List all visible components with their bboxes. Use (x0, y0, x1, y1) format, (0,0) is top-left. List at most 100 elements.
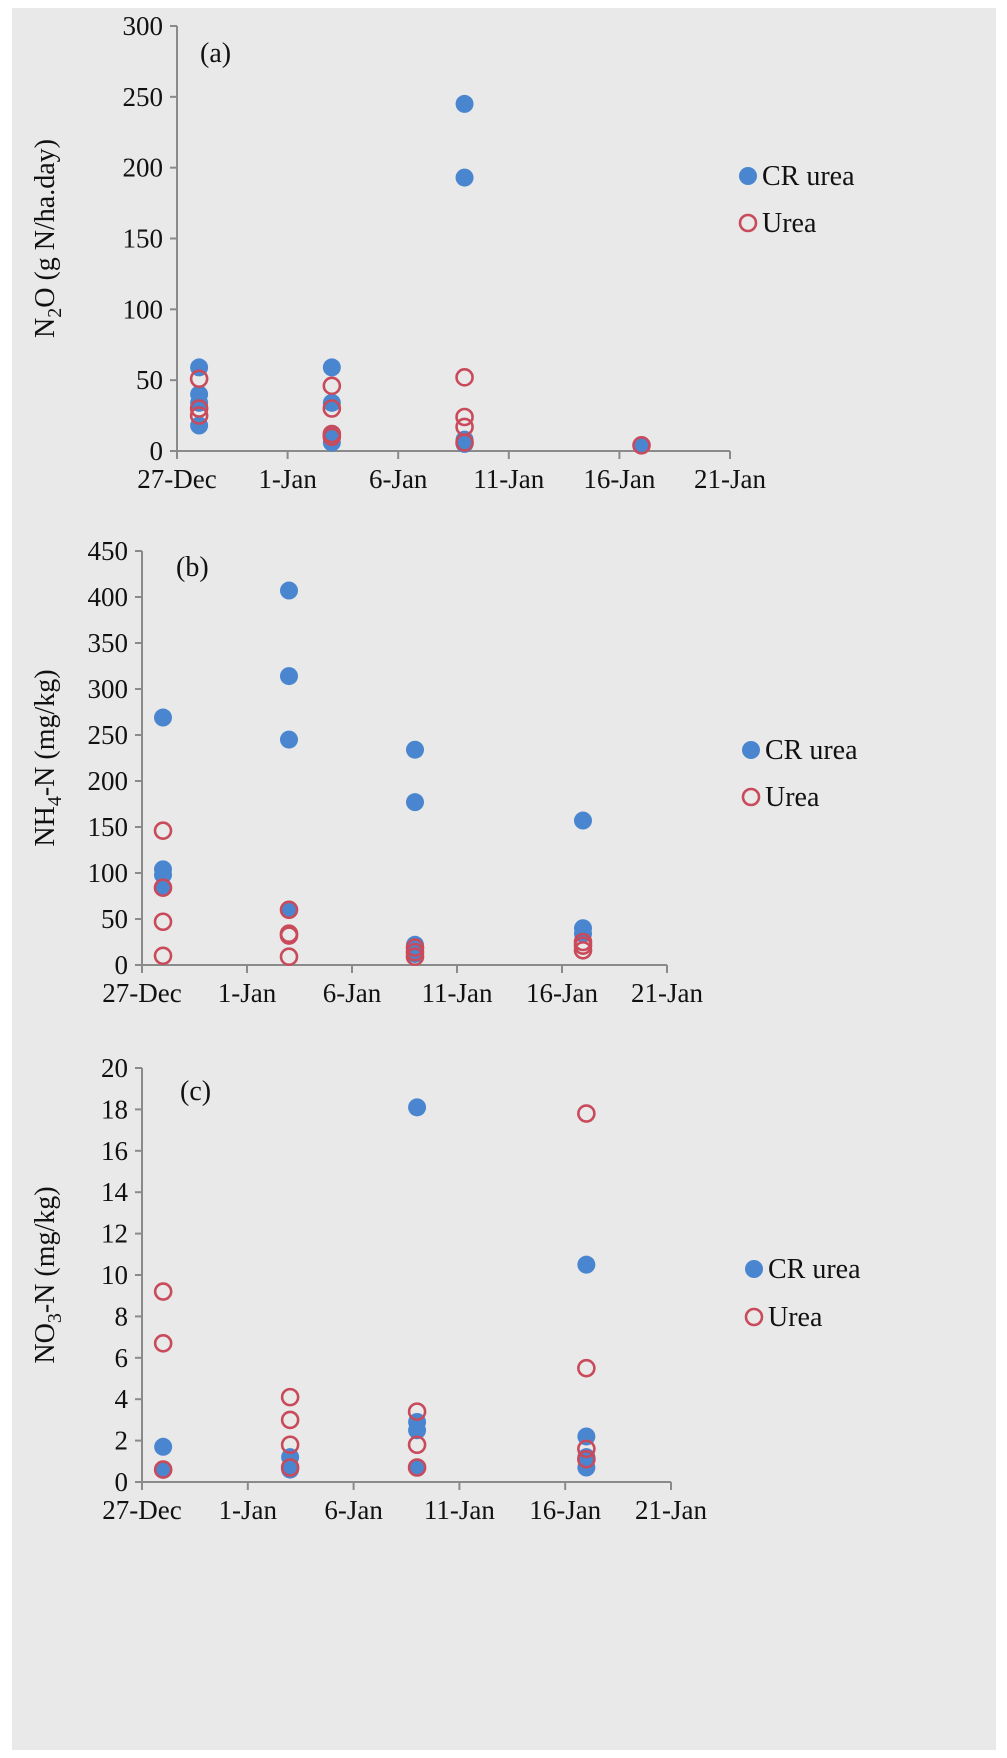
data-point (574, 811, 592, 830)
data-point (280, 667, 298, 686)
data-point (577, 1439, 596, 1459)
data-point (154, 878, 172, 897)
y-tick-label: 0 (115, 950, 129, 980)
data-point (455, 94, 474, 113)
y-axis-label-subscript: 2 (44, 308, 66, 318)
data-point (455, 407, 474, 427)
panel-3: 0 2 4 6 8 10 12 14 16 18 20 27-Dec 1-Jan 6-Jan 11-Jan 1… (30, 1053, 861, 1525)
data-point (154, 708, 172, 727)
data-point (154, 1460, 173, 1479)
series-cr-urea (154, 581, 592, 963)
data-point (322, 427, 342, 447)
x-tick-label: 6-Jan (369, 464, 428, 494)
data-point (322, 399, 342, 418)
y-tick-label: 50 (136, 365, 163, 395)
y-axis-label-main: NO (30, 1323, 61, 1363)
data-point (406, 793, 424, 812)
data-point (322, 376, 342, 396)
x-tick-label: 11-Jan (424, 1495, 495, 1525)
y-tick-label: 18 (101, 1094, 128, 1124)
legend-marker-cr-urea (739, 167, 757, 185)
series-urea (153, 1104, 596, 1479)
y-tick-label: 150 (123, 224, 164, 254)
x-tick-label: 16-Jan (529, 1495, 601, 1525)
data-point (280, 1458, 300, 1477)
legend-marker-cr-urea (742, 741, 760, 759)
y-tick-label: 250 (88, 720, 129, 750)
x-tick-label: 1-Jan (219, 1495, 278, 1525)
x-tick-label: 11-Jan (422, 978, 493, 1008)
data-point (408, 1421, 427, 1440)
series-cr-urea (190, 94, 651, 455)
figure: 0 50 100 150 200 250 300 27-Dec 1-Jan 6-Jan 11-Jan… (12, 8, 996, 1750)
y-tick-label: 200 (88, 766, 129, 796)
data-point (405, 947, 425, 967)
data-point (408, 1098, 427, 1117)
legend-label-cr-urea: CR urea (768, 1254, 861, 1285)
y-tick-label: 350 (88, 628, 129, 658)
data-point (573, 940, 593, 960)
x-tick-label: 1-Jan (218, 978, 277, 1008)
data-point (455, 368, 474, 387)
y-tick-label: 50 (101, 904, 128, 934)
y-tick-label: 200 (123, 153, 164, 183)
x-tick-label: 27-Dec (102, 978, 181, 1008)
x-tick-label: 6-Jan (324, 1495, 383, 1525)
data-point (189, 399, 209, 418)
x-tick-label: 16-Jan (526, 978, 598, 1008)
data-point (189, 369, 209, 389)
data-point (153, 912, 173, 932)
y-axis-label-main: NH (30, 806, 61, 846)
y-tick-label: 0 (150, 436, 164, 466)
data-point (407, 1435, 427, 1455)
data-point (280, 730, 298, 749)
data-point (279, 926, 299, 945)
y-axis-label-rest: -N (mg/kg) (30, 1186, 61, 1313)
y-axis-label-rest: -N (mg/kg) (30, 669, 61, 796)
series-urea (153, 821, 593, 967)
y-tick-label: 0 (115, 1467, 129, 1497)
data-point (153, 1282, 173, 1301)
y-tick-label: 450 (88, 536, 129, 566)
panel-1: 0 50 100 150 200 250 300 27-Dec 1-Jan 6-Jan 11-Jan… (30, 11, 855, 494)
data-point (577, 1449, 596, 1469)
y-tick-label: 100 (123, 294, 164, 324)
data-point (632, 436, 651, 455)
data-point (406, 740, 424, 759)
y-tick-label: 12 (101, 1219, 128, 1249)
data-point (153, 946, 173, 966)
data-point (153, 821, 173, 840)
legend-label-urea: Urea (762, 208, 817, 239)
data-point (153, 1460, 173, 1479)
y-axis-label-subscript: 4 (44, 796, 66, 806)
data-point (577, 1104, 596, 1123)
data-point (455, 433, 474, 452)
data-point (153, 1334, 173, 1353)
y-axis-label-rest: O (g N/ha.day) (30, 139, 61, 308)
data-point (407, 1458, 427, 1477)
y-axis-label-main: N (30, 318, 61, 338)
legend-marker-cr-urea (745, 1260, 763, 1278)
data-point (280, 1435, 300, 1455)
x-tick-label: 21-Jan (635, 1495, 707, 1525)
y-tick-label: 300 (88, 674, 129, 704)
data-point (153, 878, 173, 898)
data-point (577, 1255, 596, 1274)
y-tick-label: 16 (101, 1136, 128, 1166)
x-tick-label: 11-Jan (473, 464, 544, 494)
y-axis-label: NH4-N (mg/kg) (30, 669, 66, 846)
x-tick-label: 6-Jan (323, 978, 382, 1008)
y-tick-label: 10 (101, 1260, 128, 1290)
panel-label: (a) (200, 38, 231, 69)
legend-marker-urea (744, 1307, 764, 1327)
y-tick-label: 6 (115, 1343, 129, 1373)
data-point (154, 1437, 173, 1456)
y-axis-label: N2O (g N/ha.day) (30, 139, 66, 338)
data-point (279, 947, 299, 967)
series-urea (189, 368, 651, 455)
panel-label: (b) (176, 552, 209, 583)
panel-2: 0 50 100 150 200 250 300 350 400 450 27-Dec 1-Jan 6-… (30, 536, 858, 1008)
x-tick-label: 16-Jan (583, 464, 655, 494)
x-tick-label: 27-Dec (102, 1495, 181, 1525)
